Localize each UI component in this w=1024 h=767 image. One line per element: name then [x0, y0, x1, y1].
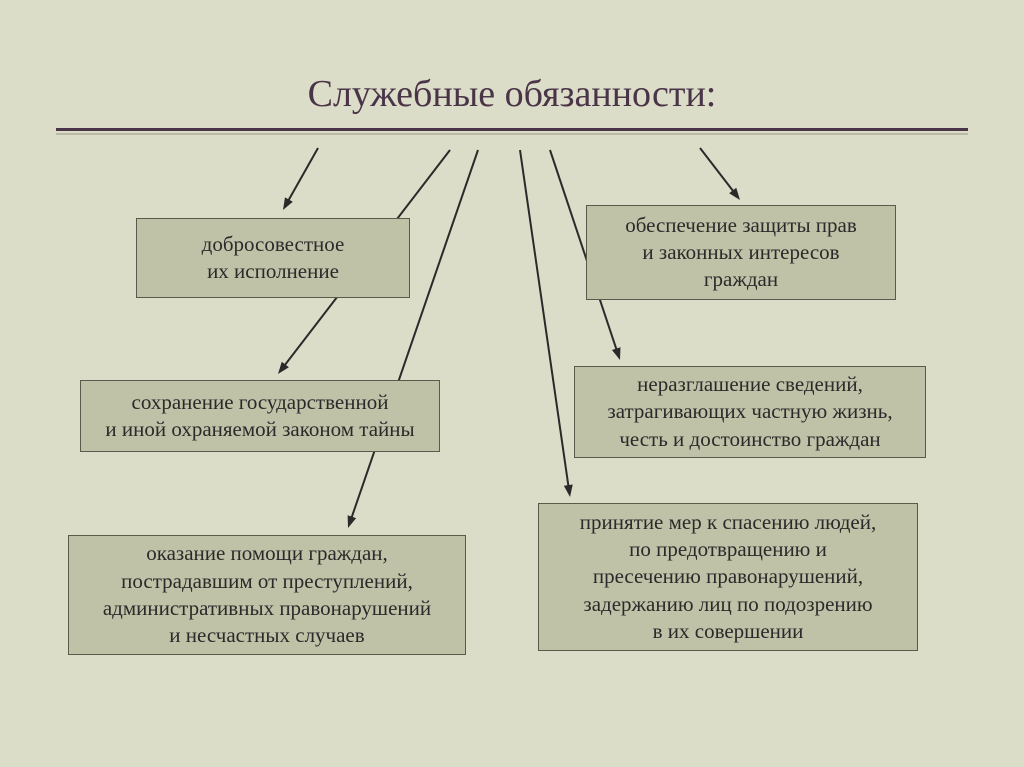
diagram-title: Служебные обязанности: — [0, 72, 1024, 116]
diagram-box: добросовестноеих исполнение — [136, 218, 410, 298]
diagram-box: оказание помощи граждан,пострадавшим от … — [68, 535, 466, 655]
title-underline-shadow — [56, 133, 968, 135]
diagram-box: сохранение государственнойи иной охраняе… — [80, 380, 440, 452]
diagram-box: принятие мер к спасению людей,по предотв… — [538, 503, 918, 651]
diagram-box: обеспечение защиты прави законных интере… — [586, 205, 896, 300]
title-underline — [56, 128, 968, 131]
diagram-box: неразглашение сведений,затрагивающих час… — [574, 366, 926, 458]
